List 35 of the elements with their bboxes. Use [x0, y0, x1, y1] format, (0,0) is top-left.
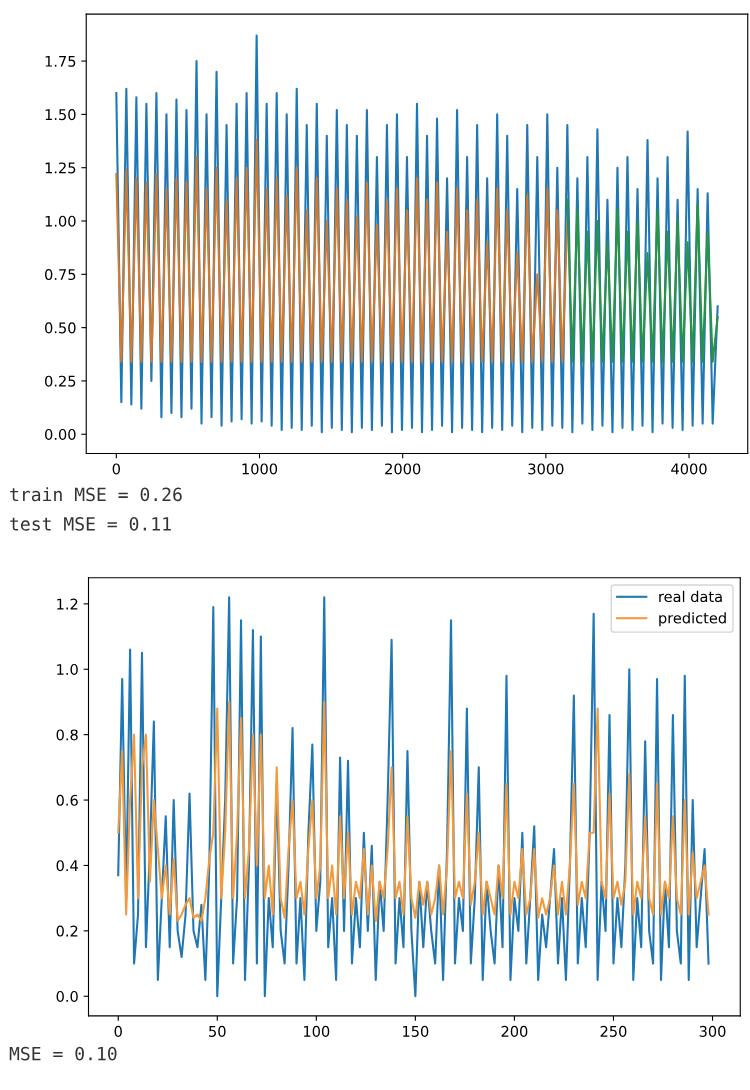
- y-tick-label: 0.6: [56, 794, 78, 806]
- x-tick-label: 0: [114, 1025, 122, 1037]
- text: train MSE = 0.26: [10, 487, 182, 502]
- y-tick-label: 0.0: [56, 990, 78, 1003]
- line-series: [566, 198, 719, 363]
- y-tick-label: 0.25: [45, 375, 76, 387]
- y-tick-label: 1.25: [45, 162, 76, 174]
- y-tick-label: 1.75: [45, 55, 76, 67]
- line-series: [115, 138, 569, 363]
- y-tick-label: 0.2: [56, 925, 78, 937]
- x-tick-label: 150: [403, 1025, 429, 1037]
- legend-label: predicted: [659, 612, 726, 627]
- x-tick-label: 3000: [528, 463, 564, 475]
- text: MSE = 0.10: [9, 1046, 117, 1061]
- legend-label: real data: [659, 590, 722, 603]
- y-tick-label: 0.00: [45, 428, 76, 440]
- y-tick-label: 1.50: [45, 109, 76, 121]
- y-tick-label: 0.75: [45, 269, 76, 281]
- y-tick-label: 0.4: [56, 860, 78, 872]
- x-tick-label: 100: [304, 1025, 330, 1037]
- x-tick-label: 250: [600, 1025, 627, 1037]
- y-tick-label: 0.50: [45, 322, 76, 334]
- text: test MSE = 0.11: [10, 517, 171, 531]
- y-tick-label: 1.2: [57, 598, 78, 610]
- line-series: [117, 700, 710, 923]
- x-tick-label: 200: [501, 1025, 528, 1037]
- x-tick-label: 2000: [385, 463, 421, 475]
- y-tick-label: 0.8: [56, 729, 78, 741]
- x-tick-label: 0: [112, 463, 120, 475]
- y-tick-label: 1.0: [57, 663, 78, 676]
- y-tick-label: 1.00: [45, 215, 76, 227]
- x-tick-label: 50: [209, 1025, 226, 1037]
- x-tick-label: 4000: [671, 463, 707, 475]
- x-tick-label: 1000: [242, 463, 278, 475]
- x-tick-label: 300: [699, 1025, 726, 1037]
